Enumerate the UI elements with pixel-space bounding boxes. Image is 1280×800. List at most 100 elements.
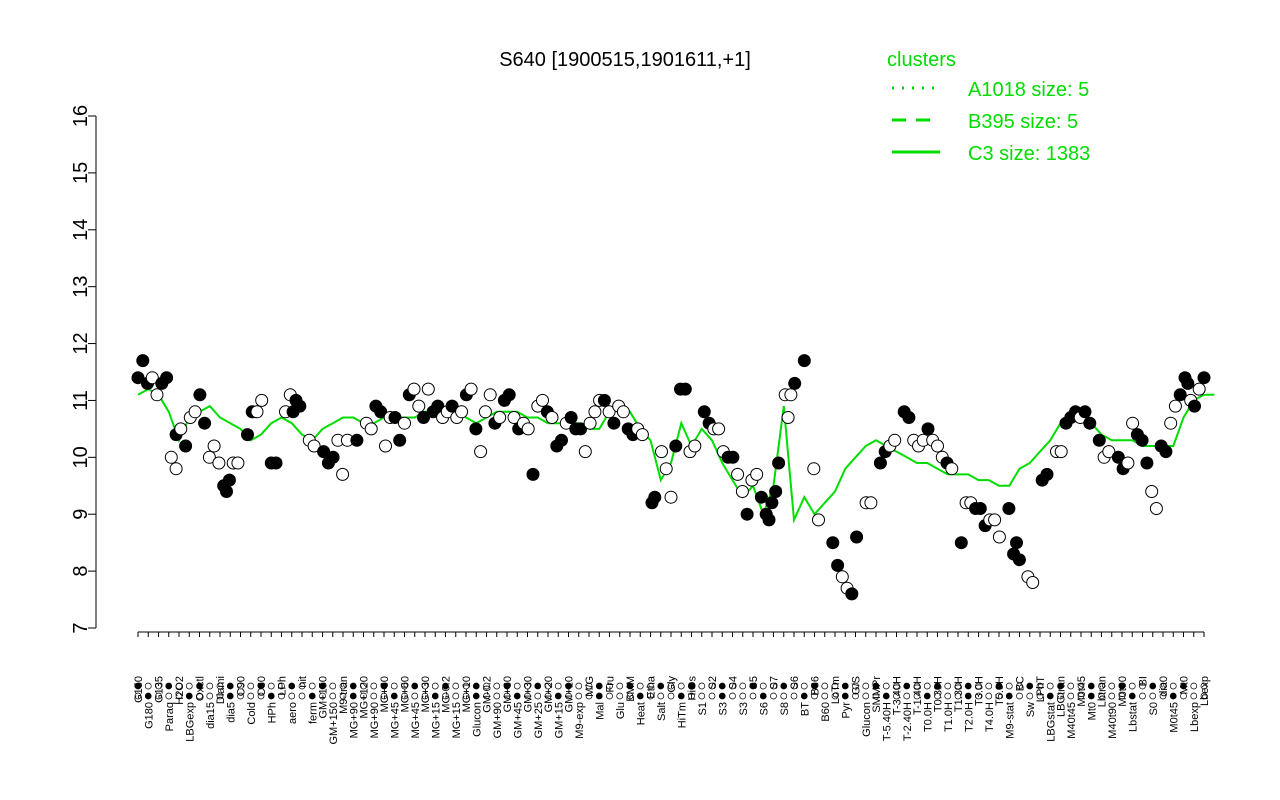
x-marker <box>288 692 296 700</box>
x-marker <box>216 682 224 690</box>
data-point <box>735 485 749 498</box>
data-point <box>1145 485 1159 498</box>
x-tick-label: T1.30H <box>953 676 965 712</box>
data-point <box>374 405 388 419</box>
x-marker <box>1118 682 1126 690</box>
x-marker <box>862 682 870 690</box>
x-marker <box>1108 682 1116 690</box>
legend-title: clusters <box>887 49 956 71</box>
x-marker <box>821 682 829 690</box>
x-marker <box>821 692 829 700</box>
x-marker <box>1128 682 1136 690</box>
data-point <box>1002 502 1016 515</box>
x-marker <box>575 692 583 700</box>
x-marker <box>1057 682 1064 690</box>
x-tick-label: B60 <box>820 702 832 722</box>
data-point <box>526 467 540 481</box>
x-marker <box>841 682 849 690</box>
x-marker <box>339 682 347 690</box>
x-tick-label: S1 <box>697 702 709 715</box>
data-point <box>421 382 435 396</box>
data-point <box>412 399 426 413</box>
x-marker <box>780 692 788 700</box>
data-point <box>1126 416 1140 430</box>
x-marker <box>196 692 203 700</box>
x-marker <box>442 682 449 690</box>
x-tick-label: H2O2 <box>174 676 186 705</box>
x-marker <box>308 692 316 700</box>
x-marker <box>206 692 214 700</box>
x-marker <box>1159 682 1167 690</box>
data-point <box>574 422 588 436</box>
x-tick-label: S6 <box>758 702 770 715</box>
data-point <box>145 371 159 385</box>
data-point <box>417 411 430 424</box>
x-marker <box>257 682 265 690</box>
data-point <box>726 450 740 464</box>
data-point <box>945 462 959 476</box>
data-point <box>812 513 825 527</box>
x-marker <box>390 682 398 690</box>
data-point <box>220 485 233 498</box>
x-marker <box>934 682 941 690</box>
x-marker <box>431 692 439 700</box>
data-point <box>379 439 392 453</box>
x-marker <box>1005 682 1013 690</box>
x-marker <box>811 692 818 700</box>
x-marker <box>616 692 624 700</box>
data-point <box>1135 433 1149 447</box>
x-marker <box>175 682 183 690</box>
x-tick-label: S5 <box>748 676 760 689</box>
x-marker <box>421 692 429 700</box>
y-tick-label: 10 <box>70 446 92 468</box>
x-marker <box>452 692 460 700</box>
x-tick-label: MG+120 <box>359 676 371 719</box>
x-tick-label: MG+30 <box>420 676 432 712</box>
plot-frame <box>130 114 1212 630</box>
x-tick-label: Lbexp <box>1199 676 1211 706</box>
x-marker <box>1180 692 1187 700</box>
data-point <box>931 439 944 453</box>
x-marker <box>155 692 162 700</box>
x-tick-label: dia15 <box>205 702 217 729</box>
x-marker <box>206 682 214 690</box>
x-marker <box>964 692 972 700</box>
x-marker <box>1139 682 1146 690</box>
x-marker <box>349 682 357 690</box>
x-marker <box>534 692 542 700</box>
data-point <box>781 411 795 424</box>
x-marker <box>718 692 726 700</box>
x-marker <box>144 692 152 700</box>
x-marker <box>1036 682 1044 690</box>
data-point <box>1140 456 1154 470</box>
x-marker <box>134 682 142 690</box>
data-point <box>536 393 549 407</box>
data-point <box>655 445 668 459</box>
x-marker <box>278 692 285 700</box>
data-point <box>664 490 678 504</box>
x-tick-label: MG-0.2 <box>441 676 453 713</box>
x-marker <box>329 682 337 690</box>
data-point <box>478 405 492 419</box>
x-marker <box>852 682 859 690</box>
x-marker <box>841 692 849 700</box>
y-tick-label: 11 <box>70 390 92 411</box>
x-tick-label: HPh <box>266 702 278 723</box>
x-marker <box>698 682 706 690</box>
x-tick-label: G/S <box>851 676 863 695</box>
data-point <box>597 393 611 407</box>
x-marker <box>401 682 408 690</box>
x-tick-label: Mal <box>594 702 606 720</box>
x-tick-label: M0t45 <box>1168 702 1180 733</box>
x-tick-label: Pyr <box>840 702 852 719</box>
x-tick-label: MG+15 <box>430 702 442 738</box>
data-point <box>131 371 145 385</box>
x-marker <box>872 682 880 690</box>
x-tick-label: Diami <box>215 676 227 704</box>
x-tick-label: MG+90 <box>369 702 381 738</box>
x-marker <box>1108 692 1116 700</box>
data-point <box>388 411 402 424</box>
data-point <box>678 382 692 396</box>
data-point <box>179 439 193 453</box>
data-point <box>607 416 621 430</box>
